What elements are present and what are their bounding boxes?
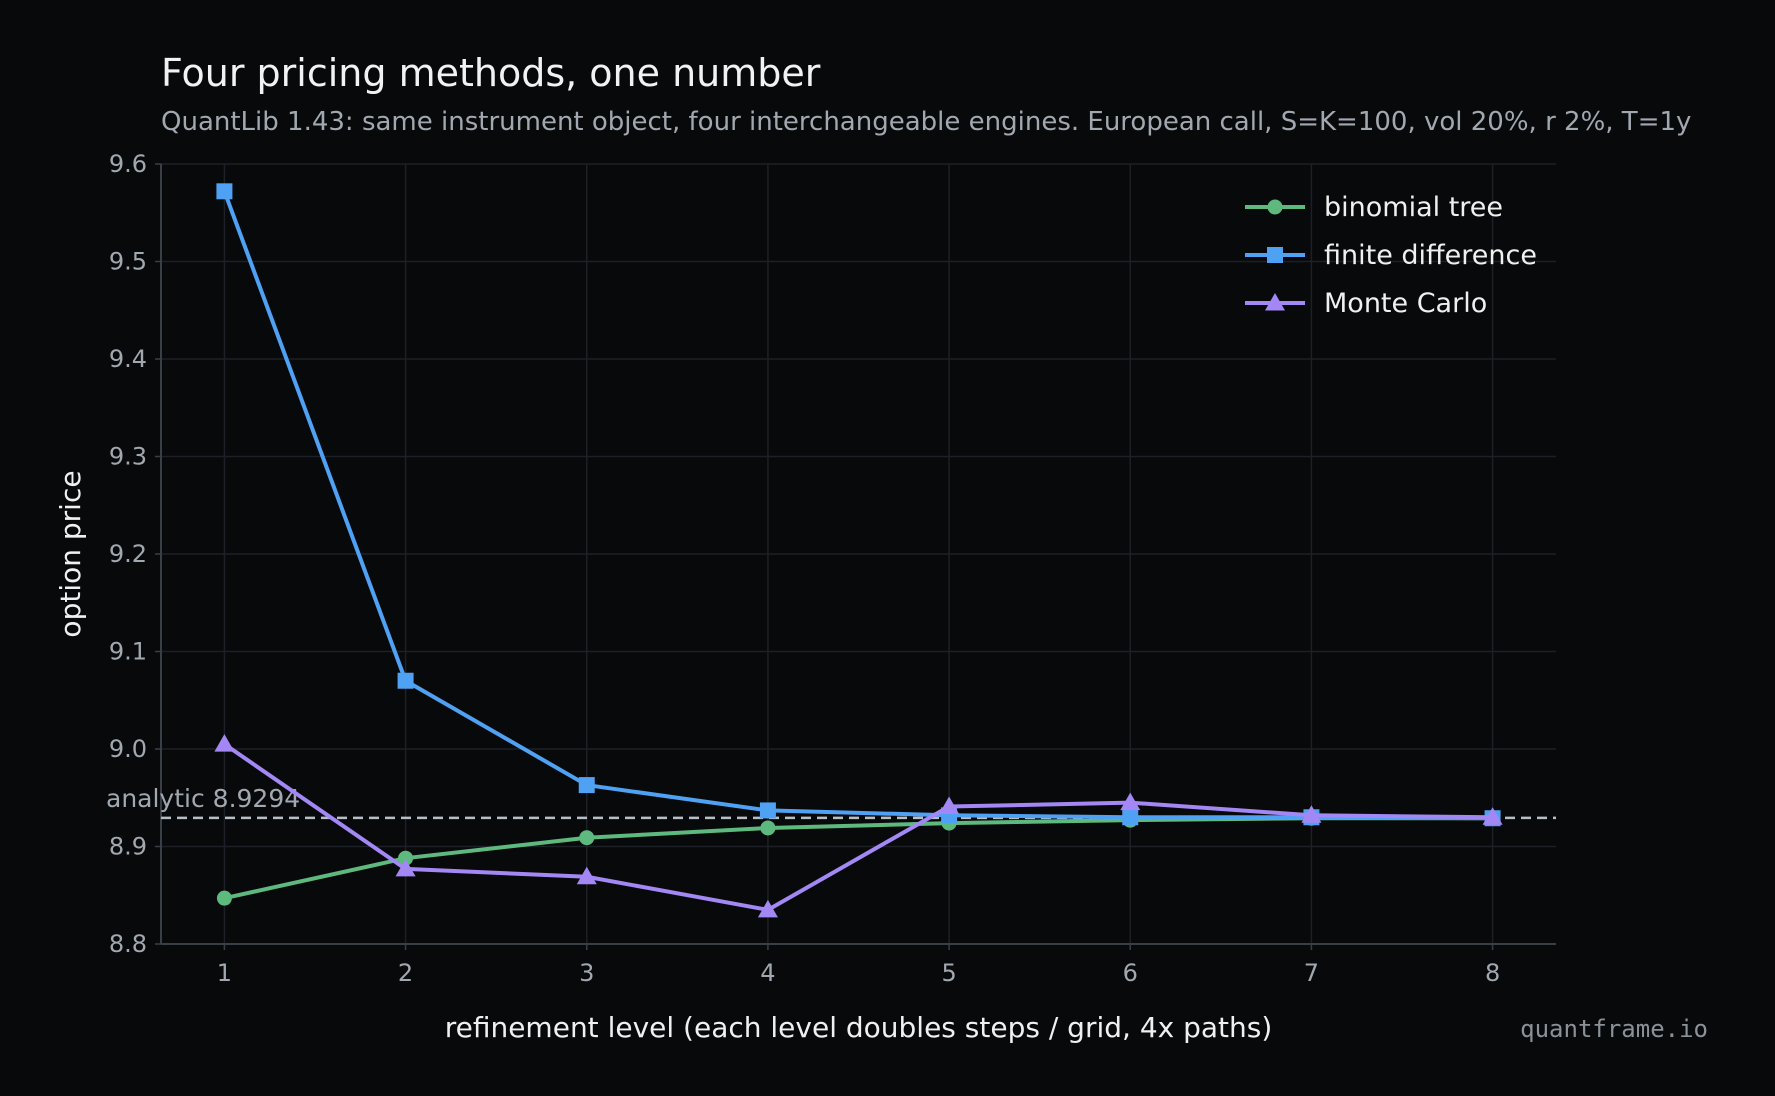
finite-difference-point: [1122, 809, 1139, 826]
finite-difference-point: [397, 672, 414, 689]
legend-swatch-marker: [1267, 247, 1283, 263]
monte-carlo-point: [214, 734, 235, 752]
y-tick-labels: 8.8 8.9 9.0 9.1 9.2 9.3 9.4 9.5 9.6: [109, 150, 147, 958]
y-tick-label: 9.4: [109, 345, 147, 373]
legend-item-binomial-tree: binomial tree: [1245, 192, 1503, 223]
y-tick-label: 9.1: [109, 638, 147, 666]
finite-difference-point: [759, 802, 776, 819]
binomial-tree-point: [760, 820, 776, 836]
monte-carlo-point: [1120, 792, 1141, 811]
series-finite-difference: [216, 183, 1501, 827]
y-tick-label: 9.2: [109, 540, 147, 568]
x-tick-label: 1: [217, 959, 232, 987]
y-tick-label: 9.5: [109, 248, 147, 276]
finite-difference-line: [222, 190, 1493, 821]
y-tick-label: 8.8: [109, 930, 147, 958]
series-layer: [214, 183, 1503, 918]
x-tick-label: 3: [579, 959, 594, 987]
x-tick-label: 8: [1485, 959, 1500, 987]
legend-label: binomial tree: [1324, 192, 1503, 223]
legend-swatch-marker: [1267, 199, 1283, 215]
chart-title: Four pricing methods, one number: [161, 51, 821, 95]
monte-carlo-point: [1482, 807, 1503, 825]
legend-label: finite difference: [1324, 240, 1537, 271]
y-tick-label: 9.0: [109, 735, 147, 763]
y-tick-label: 9.3: [109, 443, 147, 471]
x-tick-label: 7: [1304, 959, 1319, 987]
x-axis-label: refinement level (each level doubles ste…: [445, 1011, 1273, 1044]
x-tick-label: 4: [760, 959, 775, 987]
finite-difference-point: [216, 183, 233, 200]
x-tick-labels: 1 2 3 4 5 6 7 8: [217, 959, 1500, 987]
binomial-tree-point: [216, 890, 232, 906]
analytic-reference-label: analytic 8.9294: [106, 784, 300, 813]
monte-carlo-point: [939, 796, 960, 815]
legend-label: Monte Carlo: [1324, 288, 1487, 319]
legend-item-monte-carlo: Monte Carlo: [1245, 288, 1487, 319]
x-tick-label: 2: [398, 959, 413, 987]
y-axis-label: option price: [54, 470, 87, 637]
binomial-tree-point: [579, 830, 595, 846]
monte-carlo-point: [757, 899, 778, 918]
monte-carlo-point: [395, 858, 416, 877]
legend: binomial tree finite difference Monte Carl…: [1245, 192, 1537, 319]
x-tick-label: 6: [1123, 959, 1138, 987]
legend-item-finite-difference: finite difference: [1245, 240, 1537, 271]
series-monte-carlo: [214, 734, 1503, 918]
chart-subtitle: QuantLib 1.43: same instrument object, f…: [161, 107, 1691, 137]
y-tick-label: 8.9: [109, 833, 147, 861]
finite-difference-point: [578, 777, 595, 794]
binomial-tree-point: [398, 850, 414, 866]
monte-carlo-point: [576, 866, 597, 885]
axes: [155, 163, 1556, 950]
monte-carlo-line: [223, 742, 1493, 912]
y-tick-label: 9.6: [109, 150, 147, 178]
monte-carlo-point: [1301, 805, 1322, 823]
watermark: quantframe.io: [1520, 1015, 1708, 1043]
x-tick-label: 5: [941, 959, 956, 987]
legend-swatch-marker: [1265, 293, 1285, 311]
